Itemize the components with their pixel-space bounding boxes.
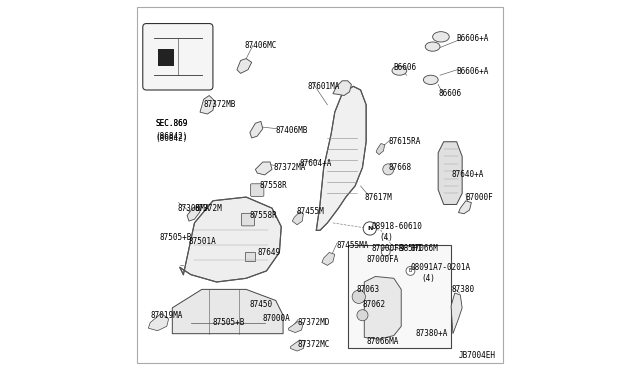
Text: 87372MA: 87372MA xyxy=(274,163,306,172)
Text: (4): (4) xyxy=(379,233,393,242)
Text: 87455MA: 87455MA xyxy=(337,241,369,250)
Text: 87505+B: 87505+B xyxy=(159,233,192,242)
Text: 87066MA: 87066MA xyxy=(366,337,399,346)
Text: 87019MA: 87019MA xyxy=(150,311,182,320)
Circle shape xyxy=(406,266,415,275)
Polygon shape xyxy=(322,253,335,265)
Text: 87601MA: 87601MA xyxy=(307,82,339,91)
Text: 87372MC: 87372MC xyxy=(298,340,330,349)
Text: 87380: 87380 xyxy=(451,285,474,294)
Text: 87406MB: 87406MB xyxy=(276,126,308,135)
Circle shape xyxy=(357,310,368,321)
Text: 87558R: 87558R xyxy=(259,182,287,190)
Text: 985HI: 985HI xyxy=(399,244,422,253)
Polygon shape xyxy=(451,293,462,334)
Polygon shape xyxy=(200,96,215,114)
Text: (4): (4) xyxy=(422,274,435,283)
Ellipse shape xyxy=(425,42,440,51)
Polygon shape xyxy=(289,321,303,333)
Text: 87640+A: 87640+A xyxy=(451,170,483,179)
Polygon shape xyxy=(148,313,168,331)
Text: 87501A: 87501A xyxy=(189,237,217,246)
Text: 87300MA: 87300MA xyxy=(178,203,210,213)
Ellipse shape xyxy=(392,66,407,75)
FancyBboxPatch shape xyxy=(143,23,213,90)
Text: 87372MD: 87372MD xyxy=(298,318,330,327)
Text: 87372M: 87372M xyxy=(195,203,222,213)
Text: 87604+A: 87604+A xyxy=(300,159,332,169)
Bar xyxy=(157,49,174,65)
Polygon shape xyxy=(291,340,305,351)
Text: SEC.869: SEC.869 xyxy=(156,119,188,128)
Text: 87062: 87062 xyxy=(362,300,385,309)
Text: B6606: B6606 xyxy=(394,63,417,72)
Polygon shape xyxy=(458,201,472,214)
Polygon shape xyxy=(376,144,385,155)
Text: 87649: 87649 xyxy=(257,248,280,257)
Polygon shape xyxy=(316,86,366,230)
Text: 87000FA: 87000FA xyxy=(366,255,399,264)
Text: 87000A: 87000A xyxy=(263,314,291,323)
Polygon shape xyxy=(333,81,351,96)
Text: 87450: 87450 xyxy=(250,300,273,309)
Text: 87505+B: 87505+B xyxy=(213,318,245,327)
Ellipse shape xyxy=(424,75,438,84)
Polygon shape xyxy=(292,212,303,225)
Text: 87455M: 87455M xyxy=(296,207,324,217)
Polygon shape xyxy=(237,59,252,73)
Text: 87406MC: 87406MC xyxy=(244,41,276,50)
Circle shape xyxy=(381,247,390,256)
Text: 87380+A: 87380+A xyxy=(416,329,449,338)
Polygon shape xyxy=(255,162,272,175)
Text: (86842): (86842) xyxy=(156,134,188,142)
Text: 08091A7-0201A: 08091A7-0201A xyxy=(410,263,470,272)
Text: 87558R: 87558R xyxy=(250,211,278,220)
Polygon shape xyxy=(180,197,281,282)
Text: (86842): (86842) xyxy=(156,132,188,141)
Polygon shape xyxy=(364,276,401,339)
Bar xyxy=(348,245,451,349)
Text: B7000F: B7000F xyxy=(466,193,493,202)
Circle shape xyxy=(363,222,376,235)
Text: 87615RA: 87615RA xyxy=(388,137,420,146)
Text: 87668: 87668 xyxy=(388,163,412,172)
Polygon shape xyxy=(187,206,200,221)
Text: 87000FB: 87000FB xyxy=(372,244,404,253)
Text: 08918-60610: 08918-60610 xyxy=(372,222,422,231)
Bar xyxy=(245,253,255,260)
FancyBboxPatch shape xyxy=(251,184,264,196)
Text: SEC.869: SEC.869 xyxy=(156,119,188,128)
Polygon shape xyxy=(438,142,462,205)
Ellipse shape xyxy=(433,32,449,42)
Text: B6606+A: B6606+A xyxy=(456,67,489,76)
Text: B6606+A: B6606+A xyxy=(456,34,489,43)
Text: 87066M: 87066M xyxy=(410,244,438,253)
Polygon shape xyxy=(172,289,283,334)
Text: 87372MB: 87372MB xyxy=(204,100,236,109)
Text: N: N xyxy=(367,226,372,231)
FancyBboxPatch shape xyxy=(241,213,255,226)
Text: 87617M: 87617M xyxy=(364,193,392,202)
Text: 87063: 87063 xyxy=(357,285,380,294)
Circle shape xyxy=(352,290,365,304)
Text: B: B xyxy=(409,269,412,273)
Circle shape xyxy=(383,164,394,175)
Polygon shape xyxy=(250,121,263,138)
Text: JB7004EH: JB7004EH xyxy=(458,351,495,360)
Text: 86606: 86606 xyxy=(438,89,461,98)
